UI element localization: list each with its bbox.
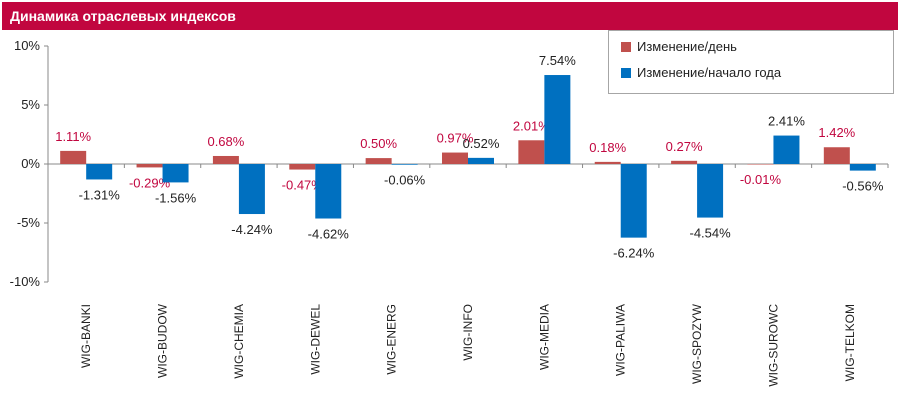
legend-item-daily: Изменение/день — [621, 39, 737, 54]
x-tick-label-wig-telkom: WIG-TELKOM — [843, 304, 857, 381]
bar-ytd-wig-telkom — [849, 164, 876, 171]
bar-daily-wig-paliwa — [594, 161, 621, 164]
x-tick-label-wig-energ: WIG-ENERG — [385, 304, 399, 375]
chart-title-bar: Динамика отраслевых индексов — [2, 2, 898, 30]
bar-daily-wig-spozyw — [671, 160, 698, 164]
data-label-daily-wig-budow: -0.29% — [129, 175, 171, 190]
bar-daily-wig-info — [442, 152, 468, 164]
bar-daily-wig-budow — [136, 164, 163, 168]
data-label-ytd-wig-banki: -1.31% — [79, 187, 121, 202]
y-tick-label: 5% — [21, 97, 40, 112]
bar-ytd-wig-chemia — [238, 164, 265, 215]
data-label-daily-wig-telkom: 1.42% — [818, 125, 855, 140]
bar-ytd-wig-energ — [391, 164, 418, 165]
bar-ytd-wig-dewel — [315, 164, 342, 219]
data-label-ytd-wig-spozyw: -4.54% — [689, 226, 731, 241]
data-label-ytd-wig-surowc: 2.41% — [768, 114, 805, 129]
bar-daily-wig-media — [518, 140, 545, 164]
data-label-daily-wig-media: 2.01% — [513, 118, 550, 133]
y-tick-label: 10% — [14, 38, 40, 53]
bar-ytd-wig-paliwa — [620, 164, 647, 238]
bar-ytd-wig-surowc — [773, 135, 800, 164]
data-label-ytd-wig-budow: -1.56% — [155, 190, 197, 205]
bar-ytd-wig-spozyw — [697, 164, 724, 218]
bar-ytd-wig-info — [468, 157, 494, 164]
data-label-daily-wig-chemia: 0.68% — [207, 134, 244, 149]
legend-label-ytd: Изменение/начало года — [637, 65, 782, 80]
y-tick-label: -5% — [17, 215, 41, 230]
data-label-ytd-wig-energ: -0.06% — [384, 173, 426, 188]
data-label-ytd-wig-media: 7.54% — [539, 53, 576, 68]
data-label-daily-wig-spozyw: 0.27% — [666, 139, 703, 154]
data-label-daily-wig-paliwa: 0.18% — [589, 140, 626, 155]
chart-title: Динамика отраслевых индексов — [10, 8, 236, 24]
data-label-ytd-wig-telkom: -0.56% — [842, 179, 884, 194]
data-label-ytd-wig-paliwa: -6.24% — [613, 246, 655, 261]
y-tick-label: 0% — [21, 156, 40, 171]
x-tick-label-wig-banki: WIG-BANKI — [79, 304, 93, 368]
data-label-ytd-wig-info: 0.52% — [463, 136, 500, 151]
data-label-daily-wig-surowc: -0.01% — [740, 172, 782, 187]
x-tick-label-wig-budow: WIG-BUDOW — [156, 303, 170, 378]
legend-item-ytd: Изменение/начало года — [621, 65, 781, 80]
bar-daily-wig-chemia — [212, 155, 239, 164]
bar-ytd-wig-banki — [86, 164, 113, 180]
x-tick-label-wig-info: WIG-INFO — [461, 304, 475, 361]
x-tick-label-wig-surowc: WIG-SUROWC — [766, 304, 780, 387]
data-label-daily-wig-banki: 1.11% — [55, 129, 91, 144]
x-tick-label-wig-chemia: WIG-CHEMIA — [232, 304, 246, 379]
x-tick-label-wig-media: WIG-MEDIA — [537, 304, 551, 370]
x-tick-label-wig-dewel: WIG-DEWEL — [308, 304, 322, 375]
data-label-ytd-wig-dewel: -4.62% — [308, 227, 350, 242]
bar-daily-wig-banki — [60, 150, 87, 164]
x-tick-label-wig-paliwa: WIG-PALIWA — [614, 304, 628, 376]
bar-daily-wig-telkom — [823, 147, 850, 164]
x-tick-label-wig-spozyw: WIG-SPOZYW — [690, 303, 704, 384]
data-label-daily-wig-dewel: -0.47% — [282, 178, 324, 193]
y-tick-label: -10% — [10, 274, 41, 289]
data-label-daily-wig-info: 0.97% — [437, 131, 474, 146]
legend-swatch-ytd — [621, 67, 631, 78]
data-label-daily-wig-energ: 0.50% — [360, 136, 397, 151]
data-label-ytd-wig-chemia: -4.24% — [231, 222, 273, 237]
bar-ytd-wig-media — [544, 75, 571, 164]
legend-swatch-daily — [621, 41, 631, 52]
legend-label-daily: Изменение/день — [637, 39, 737, 54]
bar-daily-wig-dewel — [289, 164, 316, 170]
legend: Изменение/день Изменение/начало года — [608, 30, 894, 94]
bar-daily-wig-surowc — [747, 164, 774, 165]
bar-daily-wig-energ — [365, 158, 392, 164]
bar-ytd-wig-budow — [162, 164, 189, 183]
